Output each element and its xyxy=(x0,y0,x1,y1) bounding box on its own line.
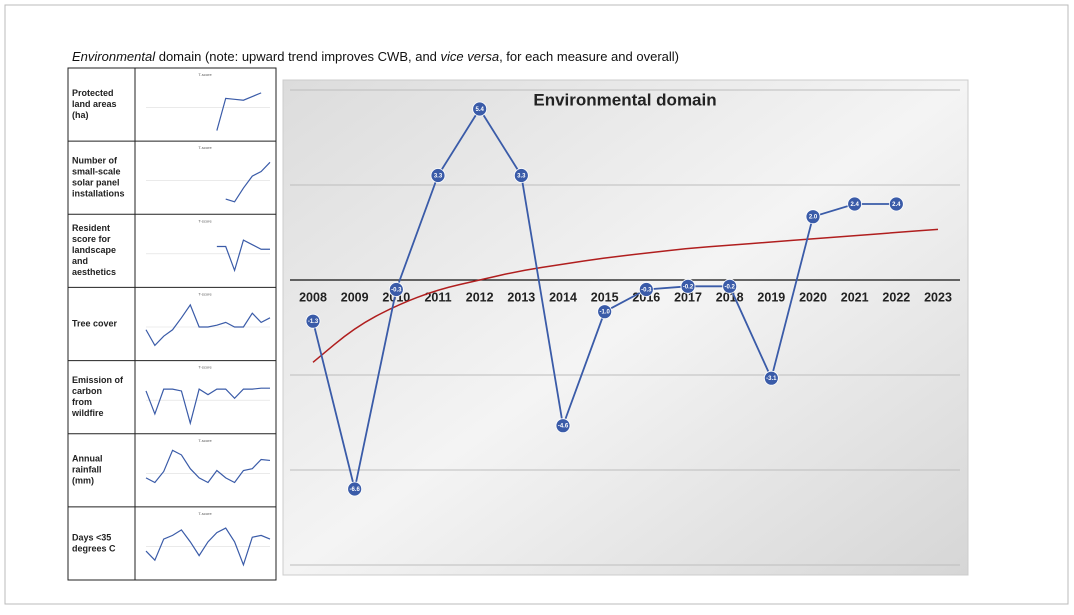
sparkline-subtitle: T-score xyxy=(198,365,212,370)
data-point xyxy=(430,168,446,183)
data-point xyxy=(472,101,488,117)
x-tick-label: 2014 xyxy=(549,290,577,304)
caption-part: vice versa xyxy=(441,49,500,64)
data-point xyxy=(763,370,779,386)
row-label: Emission of xyxy=(72,375,124,385)
sparkline-subtitle: T-score xyxy=(198,438,212,443)
data-label: 2.4 xyxy=(892,202,901,208)
x-tick-label: 2011 xyxy=(424,290,451,304)
caption-part: domain (note: upward trend improves CWB,… xyxy=(155,49,440,64)
data-point xyxy=(680,278,696,294)
data-label: -0.2 xyxy=(724,284,735,290)
data-point xyxy=(388,282,404,297)
row-label: from xyxy=(72,397,92,407)
row-label: Number of xyxy=(72,156,118,166)
data-label: -4.6 xyxy=(558,424,569,430)
data-point xyxy=(805,209,821,225)
data-label: -1.3 xyxy=(308,319,319,325)
x-tick-label: 2017 xyxy=(674,290,702,304)
sparkline xyxy=(225,161,271,203)
row-label: small-scale xyxy=(72,167,121,177)
data-point xyxy=(555,418,571,434)
sparkline xyxy=(145,449,271,484)
row-label: solar panel xyxy=(72,178,120,188)
x-tick-label: 2019 xyxy=(757,290,785,304)
x-tick-label: 2009 xyxy=(341,290,369,304)
data-label: 2.0 xyxy=(809,215,818,221)
data-point xyxy=(722,278,738,294)
row-label: land areas xyxy=(72,99,117,109)
caption-part: , for each measure and overall) xyxy=(499,49,679,64)
row-label: and xyxy=(72,256,88,266)
data-label: -1.0 xyxy=(599,310,610,316)
row-label: installations xyxy=(72,189,125,199)
data-label: -3.1 xyxy=(766,376,777,382)
table-border xyxy=(67,67,277,581)
sparkline xyxy=(145,303,271,347)
row-label: Protected xyxy=(72,88,114,98)
data-point xyxy=(513,168,529,183)
data-point xyxy=(638,282,654,297)
data-point xyxy=(347,481,363,497)
data-label: 3.3 xyxy=(517,174,526,180)
row-label: (mm) xyxy=(72,476,94,486)
x-tick-label: 2012 xyxy=(466,290,494,304)
chart-area xyxy=(282,79,969,576)
data-label: -0.3 xyxy=(641,288,652,294)
sparkline-subtitle: T-score xyxy=(198,291,212,296)
row-label: Days <35 xyxy=(72,532,111,542)
row-label: wildfire xyxy=(71,408,104,418)
row-label: rainfall xyxy=(72,465,102,475)
data-label: -0.2 xyxy=(683,284,694,290)
row-label: landscape xyxy=(72,245,116,255)
data-point xyxy=(888,196,904,212)
row-label: Annual xyxy=(72,454,103,464)
sparkline xyxy=(216,92,262,131)
data-label: -0.3 xyxy=(391,288,402,294)
data-label: 2.4 xyxy=(850,202,859,208)
row-label: degrees C xyxy=(72,543,116,553)
sparkline xyxy=(216,239,270,273)
frame xyxy=(4,4,1069,605)
caption-part: Environmental xyxy=(72,49,156,64)
row-label: aesthetics xyxy=(72,267,116,277)
x-tick-label: 2023 xyxy=(924,290,952,304)
data-point xyxy=(305,313,321,329)
x-tick-label: 2015 xyxy=(591,290,619,304)
sparkline-subtitle: T-score xyxy=(198,218,212,223)
x-tick-label: 2020 xyxy=(799,290,827,304)
sparkline xyxy=(145,387,270,426)
sparkline-subtitle: T-score xyxy=(198,72,212,77)
data-point xyxy=(597,304,613,320)
row-label: Resident xyxy=(72,223,110,233)
caption: Environmental domain (note: upward trend… xyxy=(72,49,679,64)
row-label: Tree cover xyxy=(72,318,118,328)
sparkline xyxy=(145,527,271,567)
row-label: carbon xyxy=(72,386,102,396)
chart-title: Environmental domain xyxy=(533,90,716,109)
data-label: -6.6 xyxy=(349,487,360,493)
x-tick-label: 2008 xyxy=(299,290,327,304)
data-point xyxy=(847,196,863,212)
x-tick-label: 2013 xyxy=(507,290,535,304)
trendline xyxy=(312,228,939,363)
x-tick-label: 2022 xyxy=(882,290,910,304)
data-label: 3.3 xyxy=(434,174,443,180)
data-label: 5.4 xyxy=(475,107,484,113)
row-label: (ha) xyxy=(72,110,89,120)
row-label: score for xyxy=(72,234,111,244)
x-tick-label: 2021 xyxy=(841,290,869,304)
sparkline-subtitle: T-score xyxy=(198,145,212,150)
x-tick-label: 2010 xyxy=(382,290,410,304)
sparkline-subtitle: T-score xyxy=(198,511,212,516)
